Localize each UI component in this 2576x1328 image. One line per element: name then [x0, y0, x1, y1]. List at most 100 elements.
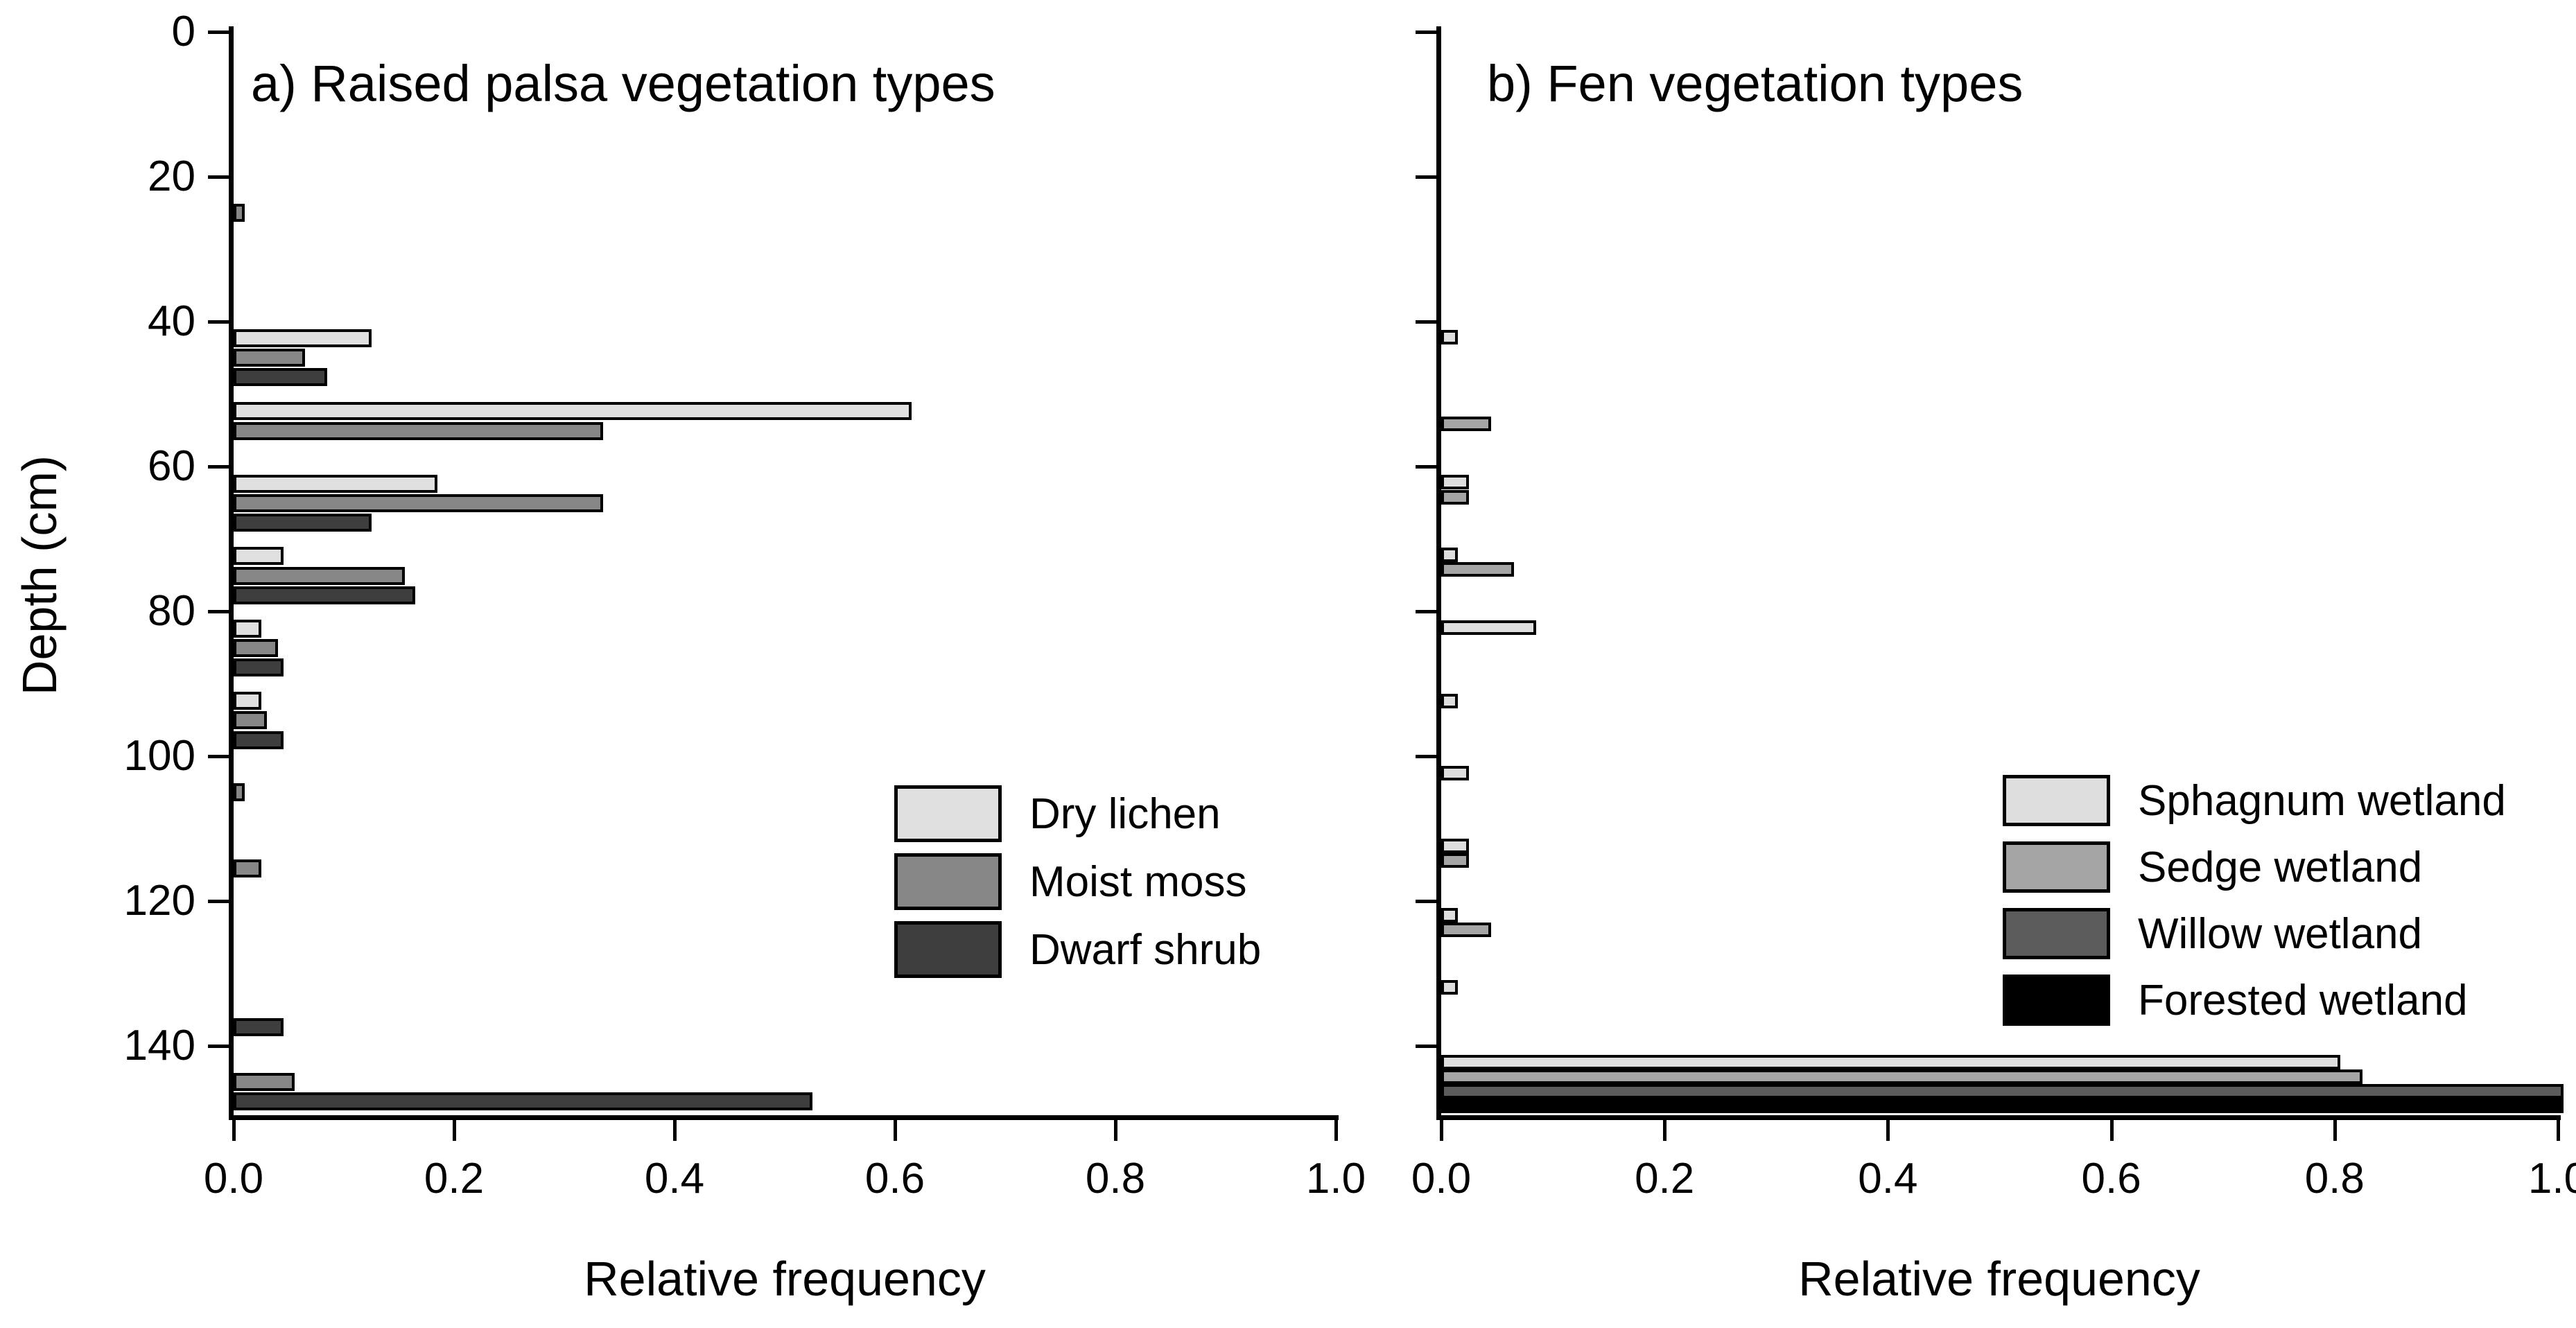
y-axis-tick — [1416, 175, 1436, 179]
bar-dry-lichen — [234, 402, 912, 421]
bar-moist-moss — [234, 204, 245, 222]
y-axis-tick — [208, 30, 229, 34]
y-axis-tick — [1416, 1044, 1436, 1048]
y-axis-tick — [1416, 320, 1436, 324]
x-tick-label: 0.4 — [644, 1155, 705, 1203]
bar-moist-moss — [234, 421, 603, 440]
legend-swatch-moist-moss — [894, 853, 1002, 910]
x-axis-tick — [2109, 1120, 2114, 1141]
legend-item-willow-wetland: Willow wetland — [2003, 908, 2506, 959]
panel-b-x-axis-title: Relative frequency — [1798, 1252, 2200, 1306]
x-tick-label: 0.4 — [1858, 1155, 1918, 1203]
y-tick-label: 60 — [148, 442, 195, 490]
bar-sedge-wetland — [1441, 561, 1514, 577]
y-axis-tick — [208, 464, 229, 469]
legend-swatch-sphagnum-wetland — [2003, 775, 2110, 826]
bar-sphagnum-wetland — [1441, 693, 1459, 708]
bar-sphagnum-wetland — [1441, 330, 1459, 345]
x-tick-label: 0.8 — [2304, 1155, 2365, 1203]
bar-moist-moss — [234, 349, 306, 367]
bar-sphagnum-wetland — [1441, 475, 1470, 490]
legend-swatch-sedge-wetland — [2003, 841, 2110, 893]
bar-moist-moss — [234, 494, 603, 513]
y-axis-tick — [208, 609, 229, 613]
legend-label-willow-wetland: Willow wetland — [2138, 909, 2423, 958]
x-tick-label: 0.0 — [1411, 1155, 1472, 1203]
bar-sedge-wetland — [1441, 922, 1492, 937]
y-tick-label: 120 — [123, 876, 195, 925]
bar-sphagnum-wetland — [1441, 547, 1459, 562]
bar-dry-lichen — [234, 619, 261, 638]
y-tick-label: 80 — [148, 586, 195, 635]
bar-dwarf-shrub — [234, 658, 284, 677]
panel-b-title: b) Fen vegetation types — [1487, 55, 2024, 112]
x-axis-tick — [2557, 1120, 2560, 1141]
bar-moist-moss — [234, 711, 267, 730]
y-axis-tick — [208, 754, 229, 758]
x-axis-tick — [1440, 1120, 1443, 1141]
x-tick-label: 0.6 — [864, 1155, 925, 1203]
bar-sphagnum-wetland — [1441, 838, 1470, 853]
x-tick-label: 0.2 — [424, 1155, 485, 1203]
y-axis-line — [229, 26, 234, 1120]
x-axis-tick — [1114, 1120, 1117, 1141]
y-axis-tick — [1416, 754, 1436, 758]
legend-item-moist-moss: Moist moss — [894, 853, 1261, 910]
x-tick-label: 1.0 — [1305, 1155, 1366, 1203]
bar-dwarf-shrub — [234, 1092, 812, 1110]
y-axis-tick — [1416, 899, 1436, 903]
bar-sphagnum-wetland — [1441, 620, 1536, 636]
bar-dwarf-shrub — [234, 514, 372, 532]
legend-label-dwarf-shrub: Dwarf shrub — [1029, 925, 1262, 974]
y-tick-label: 40 — [148, 297, 195, 345]
bar-moist-moss — [234, 566, 405, 585]
y-axis-tick — [208, 899, 229, 903]
panel-a-title: a) Raised palsa vegetation types — [251, 55, 995, 112]
legend-item-dry-lichen: Dry lichen — [894, 785, 1261, 842]
bar-dry-lichen — [234, 329, 372, 347]
x-tick-label: 0.8 — [1085, 1155, 1146, 1203]
legend-swatch-dry-lichen — [894, 785, 1002, 842]
y-tick-label: 20 — [148, 152, 195, 200]
bar-sphagnum-wetland — [1441, 980, 1459, 995]
legend-swatch-willow-wetland — [2003, 908, 2110, 959]
x-axis-tick — [894, 1120, 897, 1141]
bar-sphagnum-wetland — [1441, 766, 1470, 781]
legend-label-dry-lichen: Dry lichen — [1029, 789, 1221, 838]
bar-sedge-wetland — [1441, 490, 1470, 505]
bar-dwarf-shrub — [234, 731, 284, 749]
bar-forested-wetland — [1441, 1098, 2564, 1113]
bar-sphagnum-wetland — [1441, 1055, 2340, 1070]
y-axis-tick — [1416, 609, 1436, 613]
legend-label-sedge-wetland: Sedge wetland — [2138, 843, 2423, 891]
legend-label-sphagnum-wetland: Sphagnum wetland — [2138, 776, 2506, 825]
y-axis-line — [1436, 26, 1441, 1120]
x-axis-tick — [232, 1120, 236, 1141]
bar-dry-lichen — [234, 474, 438, 493]
y-tick-label: 100 — [123, 731, 195, 780]
bar-dwarf-shrub — [234, 368, 328, 387]
x-tick-label: 0.2 — [1635, 1155, 1695, 1203]
x-tick-label: 0.0 — [203, 1155, 264, 1203]
legend-swatch-forested-wetland — [2003, 975, 2110, 1026]
bar-sedge-wetland — [1441, 1069, 2363, 1084]
bar-moist-moss — [234, 783, 245, 801]
legend-item-dwarf-shrub: Dwarf shrub — [894, 921, 1261, 978]
x-axis-line — [1436, 1115, 2561, 1120]
y-axis-tick — [1416, 30, 1436, 34]
legend-swatch-dwarf-shrub — [894, 921, 1002, 978]
bar-dwarf-shrub — [234, 1018, 284, 1037]
panel-b-legend: Sphagnum wetland Sedge wetland Willow wetl… — [2003, 775, 2506, 1026]
y-tick-label: 140 — [123, 1021, 195, 1069]
x-axis-tick — [453, 1120, 456, 1141]
legend-item-sedge-wetland: Sedge wetland — [2003, 841, 2506, 893]
x-axis-tick — [1663, 1120, 1667, 1141]
bar-dry-lichen — [234, 547, 284, 566]
x-axis-tick — [1886, 1120, 1890, 1141]
x-axis-tick — [1334, 1120, 1338, 1141]
y-axis-title: Depth (cm) — [12, 455, 67, 696]
x-axis-tick — [673, 1120, 677, 1141]
panel-a-x-axis-title: Relative frequency — [584, 1252, 986, 1306]
bar-moist-moss — [234, 639, 278, 657]
